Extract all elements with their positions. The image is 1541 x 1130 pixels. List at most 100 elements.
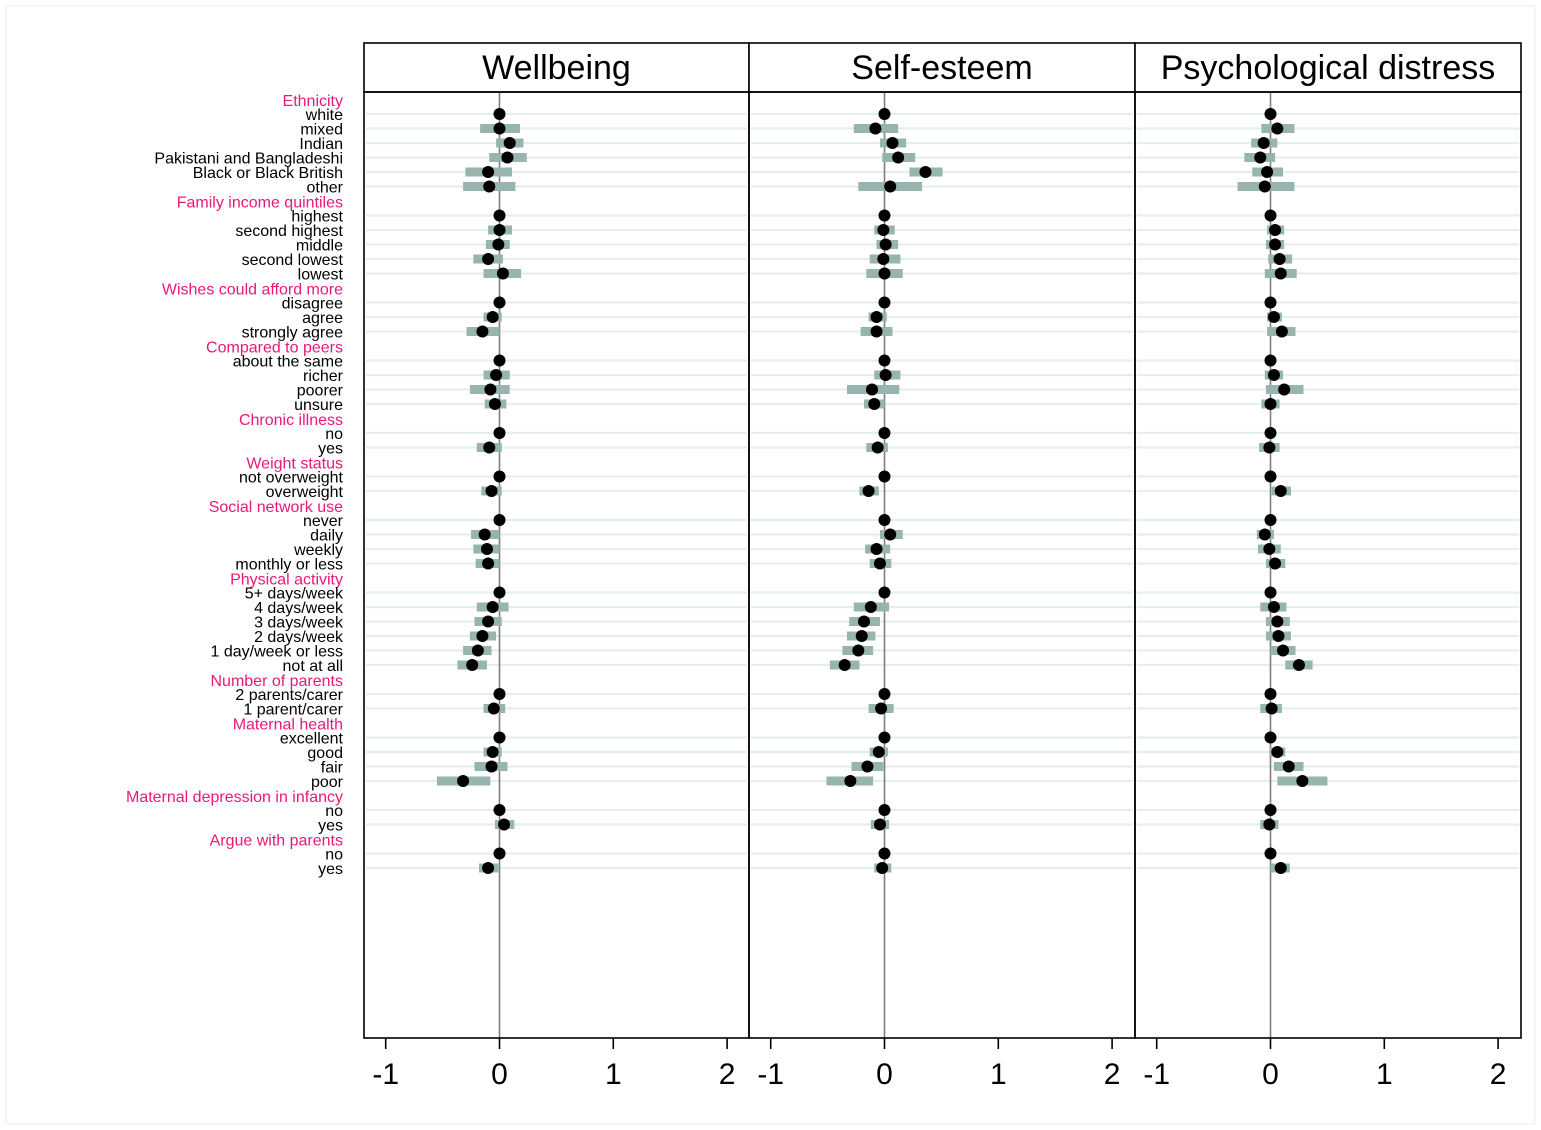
estimate-point [1264,398,1277,410]
estimate-point [1296,775,1309,787]
row-label: poor [311,774,344,791]
estimate-point [870,311,883,323]
x-tick-label: 1 [605,1058,622,1091]
estimate-point [493,847,506,860]
panel-title: Psychological distress [1161,49,1495,87]
estimate-point [878,731,891,744]
estimate-point [1267,601,1280,613]
group-label: Family income quintiles [177,195,343,212]
estimate-point [496,267,509,280]
row-label: 1 day/week or less [210,644,343,661]
estimate-point [864,601,877,613]
estimate-point [1292,659,1305,671]
row-label: second highest [235,223,343,240]
row-label: excellent [280,731,344,748]
row-label: no [325,803,343,820]
estimate-point [498,818,511,831]
estimate-point [879,238,892,251]
estimate-point [871,441,884,454]
estimate-point [884,528,897,541]
estimate-point [482,557,495,570]
estimate-point [1274,267,1287,280]
estimate-point [486,746,499,758]
group-label: Wishes could afford more [162,282,343,299]
estimate-point [484,383,497,396]
estimate-point [1264,586,1277,599]
estimate-point [486,601,499,613]
estimate-point [870,543,883,555]
estimate-point [1258,528,1271,541]
estimate-point [1254,151,1267,164]
estimate-point [485,760,498,773]
estimate-point [869,122,882,135]
estimate-point [878,354,891,367]
estimate-point [886,137,899,149]
row-label: overweight [266,484,344,501]
estimate-point [493,296,506,309]
estimate-point [1264,354,1277,367]
row-label: agree [302,310,343,327]
row-label: weekly [293,542,343,559]
estimate-point [879,369,892,381]
estimate-point [1282,760,1295,773]
estimate-point [1257,137,1270,149]
estimate-point [1274,485,1287,497]
row-label: fair [321,760,344,777]
estimate-point [878,470,891,483]
estimate-point [480,543,493,555]
estimate-point [877,224,890,236]
row-label: no [325,847,343,864]
estimate-point [493,470,506,483]
estimate-point [1271,746,1284,758]
row-label: 1 parent/carer [243,702,343,719]
x-tick-label: -1 [1143,1058,1170,1091]
x-tick-label: 2 [719,1058,736,1091]
estimate-point [862,485,875,497]
estimate-point [1264,688,1277,700]
x-tick-label: 1 [1376,1058,1393,1091]
panel-title-box [363,42,750,93]
row-label: monthly or less [235,557,343,574]
estimate-point [493,514,506,526]
estimate-point [493,224,506,236]
row-label: richer [303,368,344,385]
estimate-point [878,296,891,309]
panel-title-box [1134,42,1522,93]
estimate-point [1264,731,1277,744]
estimate-point [493,108,506,120]
estimate-point [865,383,878,396]
panel-frame [1134,91,1522,1039]
estimate-point [486,311,499,323]
estimate-point [892,151,905,164]
row-label: mixed [300,122,343,139]
estimate-point [1275,325,1288,338]
estimate-point [1277,644,1290,657]
row-label: strongly agree [242,325,343,342]
estimate-point [878,804,891,816]
estimate-point [876,862,889,874]
group-label: Ethnicity [283,93,343,110]
estimate-point [855,630,868,642]
estimate-point [1261,166,1274,178]
estimate-point [488,398,501,410]
row-label: second lowest [242,252,344,269]
estimate-point [1263,543,1276,555]
group-label: Compared to peers [206,340,343,357]
panel-title: Self-esteem [851,49,1032,87]
panel-title-box [748,42,1136,93]
row-label: highest [291,209,343,226]
estimate-point [873,557,886,570]
estimate-point [466,659,479,671]
row-label: other [307,180,344,197]
estimate-point [1274,862,1287,874]
x-tick-label: -1 [372,1058,399,1091]
estimate-point [501,151,514,164]
row-label: about the same [233,354,343,371]
estimate-point [878,267,891,280]
estimate-point [1267,369,1280,381]
estimate-point [1263,441,1276,454]
estimate-point [493,209,506,222]
estimate-point [873,818,886,831]
estimate-point [875,702,888,715]
row-label: yes [318,441,343,458]
